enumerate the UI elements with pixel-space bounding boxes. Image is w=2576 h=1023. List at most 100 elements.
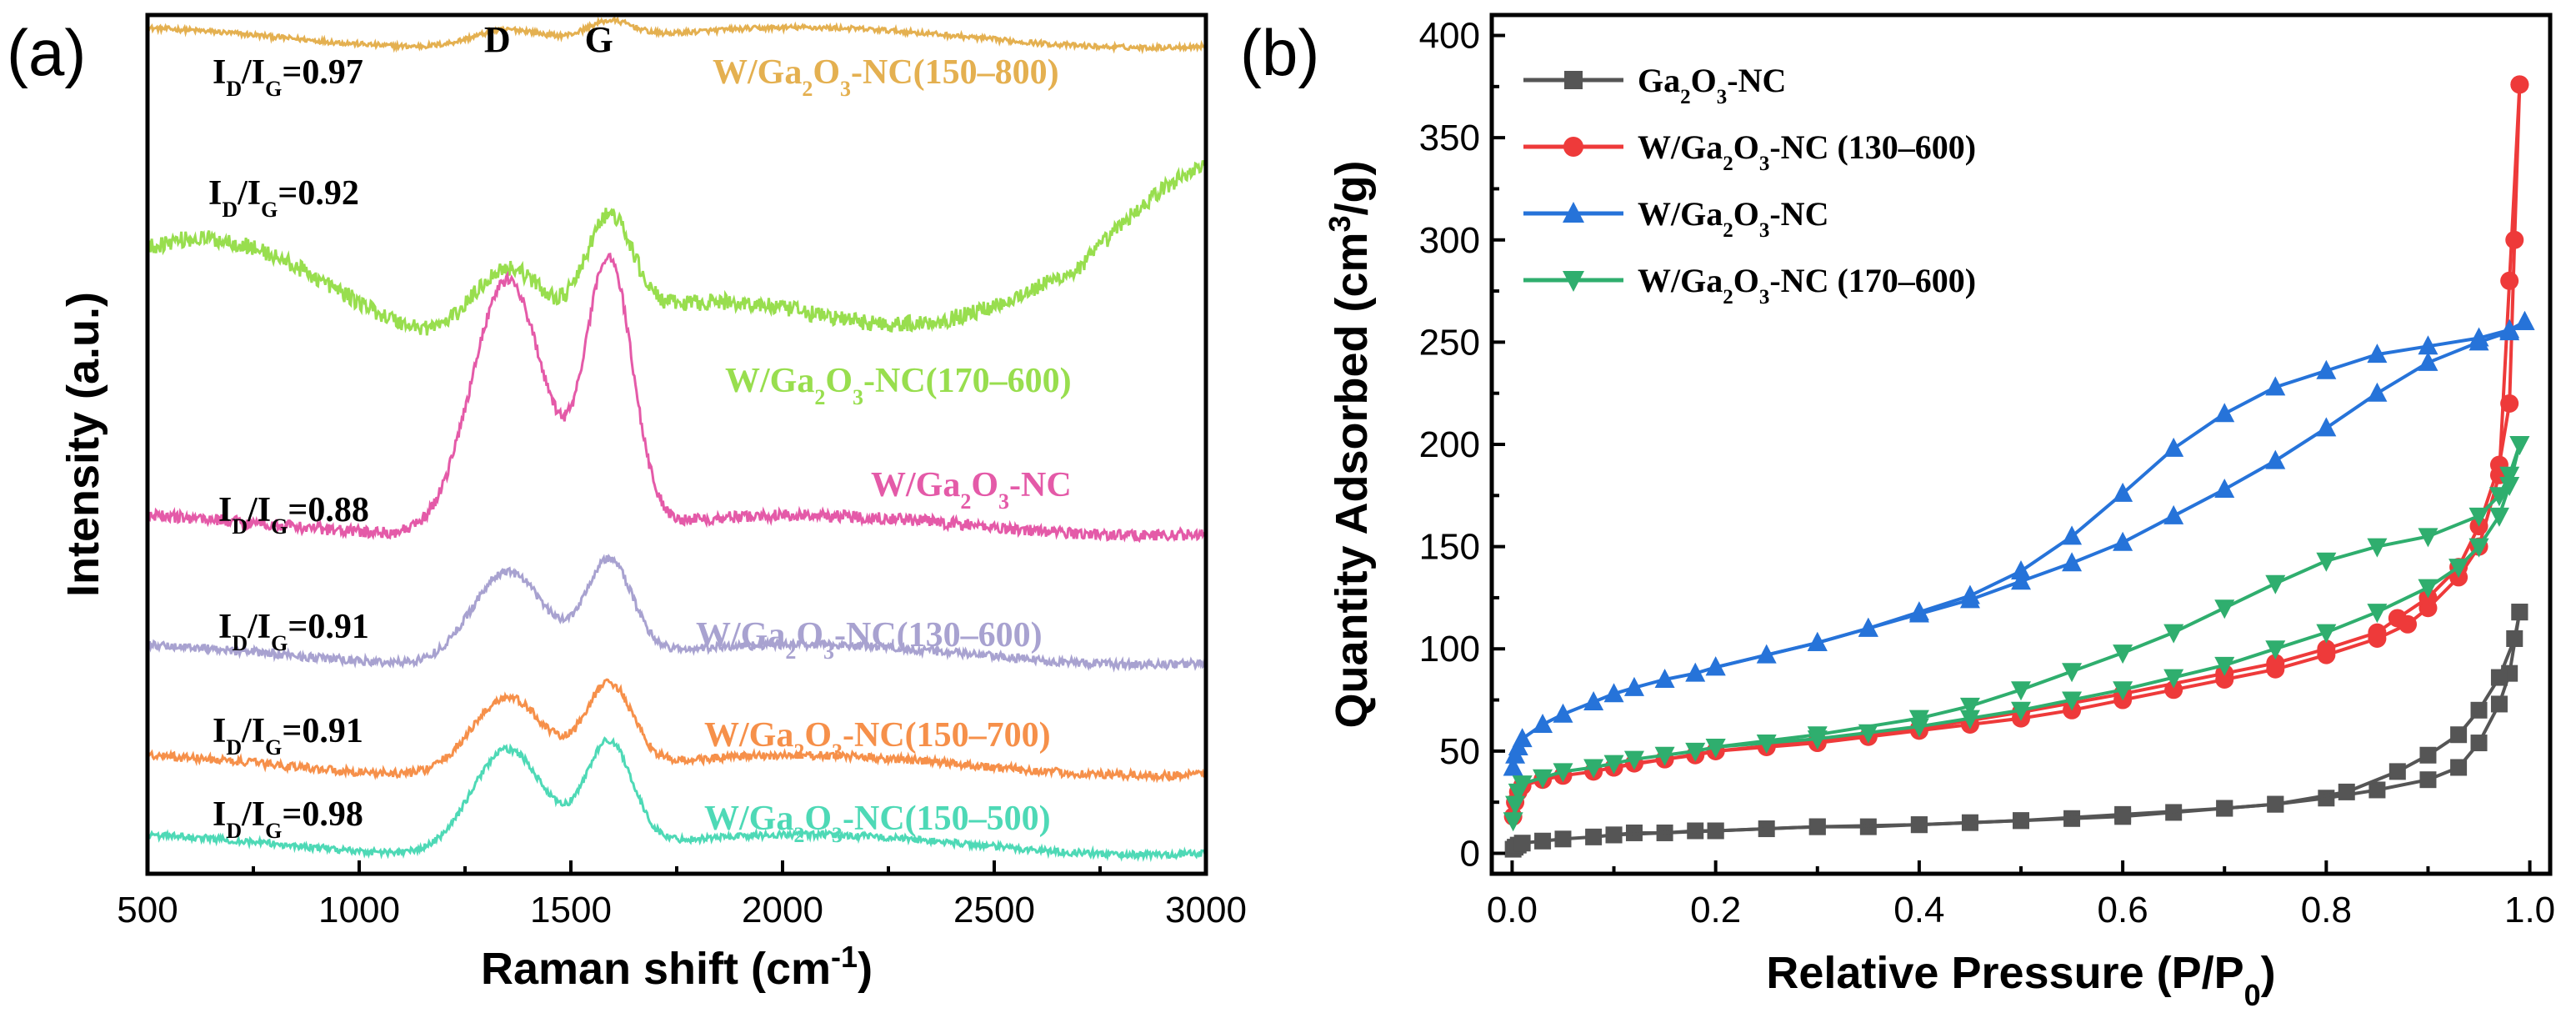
isotherm-data-point xyxy=(2062,525,2083,545)
id-ig-ratio-label: ID/IG=0.91 xyxy=(213,712,363,760)
isotherm-y-axis-title: Quantity Adsorbed (cm3/g) xyxy=(1323,160,1378,728)
isotherm-data-point xyxy=(1858,724,1878,744)
isotherm-data-point xyxy=(2468,327,2489,347)
isotherm-x-tick-label: 0.8 xyxy=(2301,890,2352,930)
isotherm-desorption-line xyxy=(1613,84,2522,770)
raman-series-line xyxy=(147,16,1208,55)
isotherm-data-point xyxy=(1623,750,1644,770)
isotherm-data-point xyxy=(2316,552,2337,572)
isotherm-data-point xyxy=(2011,701,2031,721)
isotherm-axes: 0.0 0.2 0.4 0.6 0.8 1.0 0 50 100 150 200 250 300 350 4… xyxy=(1323,13,2555,1012)
isotherm-data-point xyxy=(1807,726,1828,746)
isotherm-data-point xyxy=(1585,828,1603,845)
isotherm-y-tick-label: 50 xyxy=(1439,731,1480,772)
isotherm-data-point xyxy=(2216,800,2233,817)
isotherm-data-point xyxy=(2062,663,2083,683)
isotherm-data-point xyxy=(2450,726,2468,744)
legend-entry: W/Ga2O3-NC (170–600) xyxy=(1523,262,1976,308)
isotherm-data-point xyxy=(2470,701,2488,719)
isotherm-data-point xyxy=(1808,818,1826,835)
isotherm-data-point xyxy=(1554,830,1572,848)
isotherm-data-point xyxy=(2505,230,2524,249)
isotherm-data-point xyxy=(1503,812,1523,832)
isotherm-x-tick-label: 1.0 xyxy=(2504,890,2555,930)
isotherm-x-tick-label: 0.0 xyxy=(1487,890,1538,930)
isotherm-data-point xyxy=(2500,271,2519,290)
raman-series-line xyxy=(146,157,1208,336)
raman-x-tick-label: 500 xyxy=(117,890,178,930)
isotherm-series-group xyxy=(1503,75,2535,858)
legend-label: W/Ga2O3-NC xyxy=(1638,195,1828,242)
isotherm-data-point xyxy=(2490,669,2508,686)
isotherm-data-point xyxy=(2013,812,2029,830)
isotherm-data-point xyxy=(1583,759,1604,779)
id-ig-ratio-label: ID/IG=0.97 xyxy=(213,53,363,101)
isotherm-x-axis-title: Relative Pressure (P/P0) xyxy=(1766,948,2275,1012)
isotherm-data-point xyxy=(2011,570,2031,590)
isotherm-data-point xyxy=(2418,335,2438,355)
isotherm-series xyxy=(1504,604,2528,858)
legend-entry: W/Ga2O3-NC xyxy=(1523,195,1828,242)
isotherm-data-point xyxy=(2214,403,2235,423)
isotherm-x-tick-label: 0.2 xyxy=(1690,890,1741,930)
isotherm-data-point xyxy=(2367,344,2388,364)
isotherm-data-point xyxy=(2316,359,2337,379)
isotherm-data-point xyxy=(2488,507,2509,527)
isotherm-data-point xyxy=(1623,676,1644,696)
raman-series-labels: W/Ga2O3-NC(150–800) W/Ga2O3-NC(170–600) W/… xyxy=(696,53,1072,847)
raman-series-line xyxy=(146,553,1208,673)
legend-entry: W/Ga2O3-NC (130–600) xyxy=(1523,128,1976,175)
isotherm-data-point xyxy=(1858,617,1878,637)
isotherm-data-point xyxy=(1605,826,1623,844)
id-ig-ratio-label: ID/IG=0.91 xyxy=(218,608,369,655)
isotherm-data-point xyxy=(1910,816,1928,834)
isotherm-data-point xyxy=(2214,599,2235,619)
raman-series-label: W/Ga2O3-NC xyxy=(871,466,1072,514)
peak-label-g: G xyxy=(585,19,613,60)
isotherm-data-point xyxy=(2316,624,2337,644)
isotherm-data-point xyxy=(1503,756,1523,776)
raman-x-tick-label: 1500 xyxy=(530,890,612,930)
isotherm-data-point xyxy=(2317,639,2336,659)
isotherm-data-point xyxy=(1563,271,1584,292)
id-ig-ratio-label: ID/IG=0.88 xyxy=(218,491,369,539)
isotherm-data-point xyxy=(2316,417,2337,437)
isotherm-y-tick-label: 350 xyxy=(1419,118,1480,158)
isotherm-data-point xyxy=(2163,624,2184,644)
legend-entry: Ga2O3-NC xyxy=(1523,62,1786,108)
isotherm-y-tick-label: 200 xyxy=(1419,424,1480,465)
isotherm-data-point xyxy=(2470,735,2488,752)
isotherm-data-point xyxy=(2214,656,2235,676)
isotherm-data-point xyxy=(2011,560,2031,580)
isotherm-data-point xyxy=(2388,609,2407,628)
isotherm-data-point xyxy=(1705,656,1726,676)
isotherm-y-tick-label: 300 xyxy=(1419,220,1480,261)
isotherm-data-point xyxy=(2338,783,2355,800)
isotherm-data-point xyxy=(2514,310,2535,330)
isotherm-x-tick-label: 0.6 xyxy=(2098,890,2148,930)
raman-x-axis-title: Raman shift (cm-1) xyxy=(481,940,873,995)
isotherm-data-point xyxy=(2113,681,2133,701)
isotherm-data-point xyxy=(1553,763,1573,783)
isotherm-data-point xyxy=(1513,835,1531,852)
isotherm-data-point xyxy=(2265,449,2286,469)
isotherm-data-point xyxy=(2265,574,2286,594)
panel-label-a: (a) xyxy=(7,16,86,89)
raman-series-label: W/Ga2O3-NC(150–500) xyxy=(704,800,1051,847)
id-ig-ratio-label: ID/IG=0.92 xyxy=(208,174,359,222)
isotherm-data-point xyxy=(2011,681,2031,701)
isotherm-data-point xyxy=(2266,654,2285,673)
isotherm-data-point xyxy=(2418,579,2438,599)
isotherm-data-point xyxy=(1705,738,1726,758)
isotherm-data-point xyxy=(1959,710,1980,730)
isotherm-data-point xyxy=(2114,805,2132,823)
peak-label-d: D xyxy=(484,19,511,60)
isotherm-data-point xyxy=(2388,763,2406,780)
isotherm-data-point xyxy=(2368,781,2386,799)
isotherm-x-tick-label: 0.4 xyxy=(1893,890,1944,930)
isotherm-data-point xyxy=(2163,504,2184,524)
legend-label: W/Ga2O3-NC (130–600) xyxy=(1638,128,1976,175)
isotherm-desorption-line xyxy=(1613,611,2522,837)
isotherm-data-point xyxy=(2450,759,2468,776)
